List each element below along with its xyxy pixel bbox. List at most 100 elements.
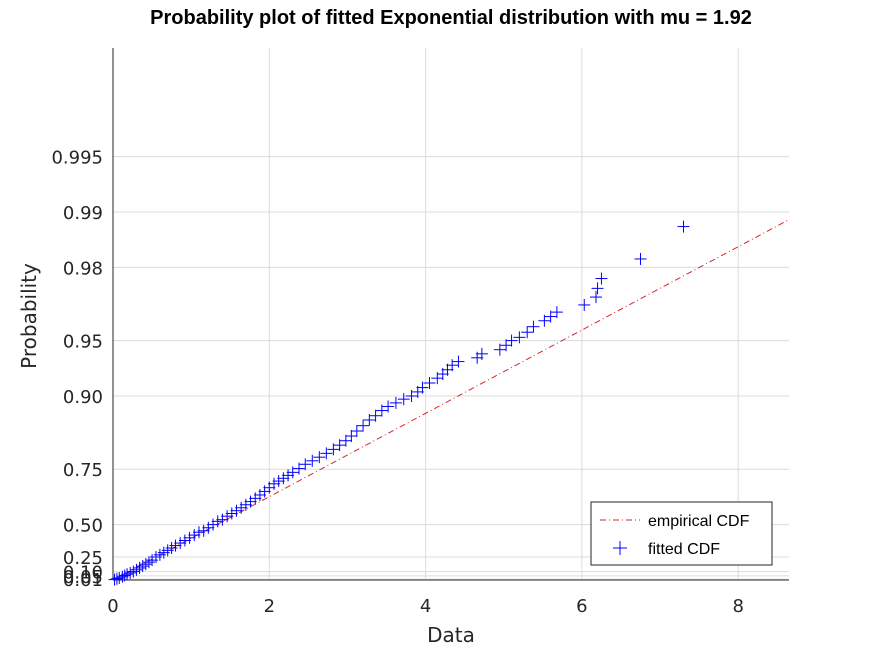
y-tick-labels: 0.010.050.100.25 0.50 0.75 0.90 0.95 0.98 0.99… — [51, 148, 103, 592]
data-point — [350, 425, 363, 438]
x-axis-label: Data — [427, 623, 475, 647]
data-point — [286, 466, 299, 479]
data-point — [116, 570, 129, 583]
data-point — [230, 504, 243, 517]
data-point — [110, 572, 123, 585]
data-point — [306, 454, 319, 467]
data-point — [446, 359, 459, 372]
data-point — [188, 529, 201, 542]
fitted-cdf-points — [108, 220, 690, 586]
legend-marker-sample — [613, 541, 627, 555]
data-point — [578, 298, 591, 311]
legend-label-fitted: fitted CDF — [648, 541, 720, 558]
data-point — [183, 531, 196, 544]
data-point — [124, 566, 137, 579]
x-tick-label: 2 — [264, 596, 275, 617]
data-point — [133, 561, 146, 574]
data-point — [130, 563, 143, 576]
empirical-cdf-line — [112, 219, 790, 581]
data-point — [225, 507, 238, 520]
x-tick-label: 0 — [107, 596, 118, 617]
data-point — [500, 339, 513, 352]
data-point — [249, 492, 262, 505]
data-point — [677, 220, 690, 233]
data-point — [136, 560, 149, 573]
data-point — [589, 291, 602, 304]
y-axis-label: Probability — [17, 263, 41, 369]
data-point — [277, 472, 290, 485]
data-point — [505, 334, 518, 347]
y-tick-label: 0.75 — [63, 460, 103, 481]
data-point — [207, 518, 220, 531]
data-point — [327, 443, 340, 456]
data-point — [416, 381, 429, 394]
data-point — [493, 343, 506, 356]
y-tick-label: 0.25 — [63, 548, 103, 569]
data-point — [211, 515, 224, 528]
data-point — [591, 282, 604, 295]
data-point — [544, 310, 557, 323]
data-point — [339, 434, 352, 447]
data-point — [235, 501, 248, 514]
y-tick-label: 0.10 — [63, 563, 103, 584]
data-point — [108, 573, 121, 586]
data-point — [369, 409, 382, 422]
data-point — [121, 568, 134, 581]
data-point — [550, 306, 563, 319]
data-point — [320, 447, 333, 460]
data-point — [475, 347, 488, 360]
chart-title: Probability plot of fitted Exponential d… — [150, 7, 752, 29]
data-point — [299, 458, 312, 471]
data-point — [244, 495, 257, 508]
data-point — [375, 404, 388, 417]
data-point — [513, 331, 526, 344]
x-tick-label: 8 — [732, 596, 743, 617]
data-point — [178, 534, 191, 547]
data-point — [538, 314, 551, 327]
data-point — [239, 498, 252, 511]
y-tick-label: 0.90 — [63, 387, 103, 408]
data-point — [423, 377, 436, 390]
data-point — [127, 565, 140, 578]
data-point — [345, 430, 358, 443]
data-point — [139, 558, 152, 571]
axes — [112, 48, 789, 581]
data-point — [272, 475, 285, 488]
data-point — [169, 539, 182, 552]
x-tick-label: 6 — [576, 596, 587, 617]
legend-box — [590, 501, 773, 566]
y-tick-label: 0.98 — [63, 258, 103, 279]
data-point — [441, 363, 454, 376]
data-point — [357, 419, 370, 432]
data-point — [197, 524, 210, 537]
y-tick-label: 0.95 — [63, 332, 103, 353]
y-tick-label: 0.99 — [63, 203, 103, 224]
y-tick-label: 0.05 — [63, 567, 103, 588]
data-point — [192, 526, 205, 539]
y-tick-label: 0.01 — [63, 570, 103, 591]
grid — [112, 48, 789, 580]
data-point — [174, 537, 187, 550]
data-point — [216, 513, 229, 526]
data-point — [389, 396, 402, 409]
data-point — [292, 462, 305, 475]
legend-label-empirical: empirical CDF — [648, 513, 750, 530]
empirical-cdf-line-path — [112, 219, 790, 581]
data-point — [221, 510, 234, 523]
data-point — [267, 477, 280, 490]
data-point — [142, 556, 155, 569]
data-point — [313, 451, 326, 464]
data-point — [405, 390, 418, 402]
data-point — [113, 571, 126, 584]
data-point — [595, 272, 608, 285]
data-point — [382, 400, 395, 413]
data-point — [634, 252, 647, 265]
data-point — [521, 326, 534, 339]
data-point — [118, 569, 131, 582]
y-tick-label: 0.995 — [51, 148, 103, 169]
data-point — [452, 355, 465, 368]
y-tick-label: 0.50 — [63, 516, 103, 537]
x-tick-label: 4 — [420, 596, 431, 617]
legend: empirical CDF fitted CDF — [590, 501, 773, 566]
